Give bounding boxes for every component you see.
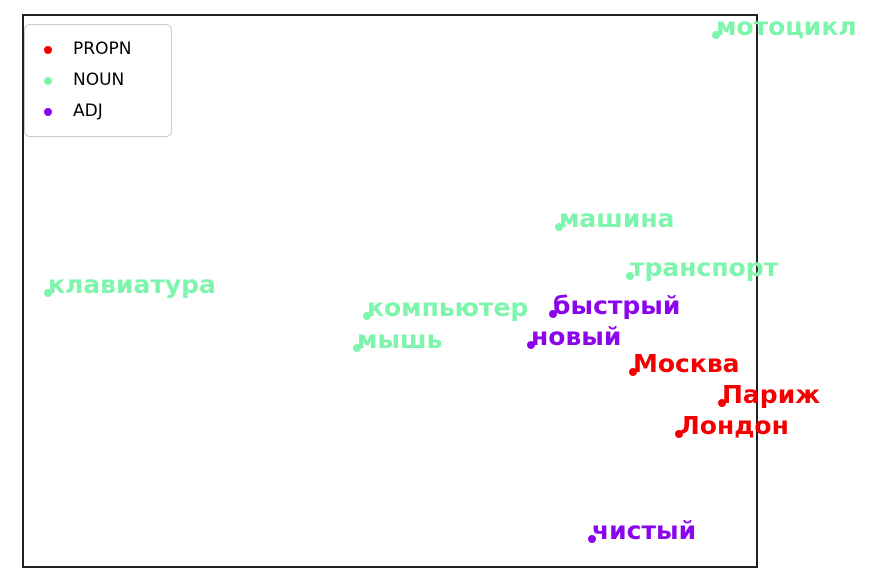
- point-word-label: клавиатура: [48, 270, 216, 299]
- point-marker-dot-icon: [718, 399, 726, 407]
- point-word-label: компьютер: [367, 293, 529, 322]
- legend-dot-icon-noun: [35, 76, 61, 85]
- dot-icon: [44, 45, 52, 54]
- point-marker-dot-icon: [549, 310, 557, 318]
- legend-dot-icon-propn: [35, 45, 61, 54]
- point-marker-dot-icon: [527, 341, 535, 349]
- point-marker-dot-icon: [588, 535, 596, 543]
- plot-area-border: [22, 14, 758, 568]
- point-word-label: новый: [531, 322, 622, 351]
- legend-item-noun[interactable]: NOUN: [35, 65, 159, 96]
- legend-item-adj[interactable]: ADJ: [35, 96, 159, 127]
- point-word-label: машина: [559, 204, 675, 233]
- point-word-label: Москва: [633, 349, 740, 378]
- point-marker-dot-icon: [712, 31, 720, 39]
- point-marker-dot-icon: [353, 344, 361, 352]
- dot-icon: [44, 76, 52, 85]
- point-word-label: чистый: [592, 516, 697, 545]
- legend-label-adj: ADJ: [73, 101, 103, 121]
- point-marker-dot-icon: [363, 312, 371, 320]
- point-word-label: Париж: [722, 380, 821, 409]
- dot-icon: [44, 107, 52, 116]
- point-marker-dot-icon: [675, 430, 683, 438]
- point-word-label: Лондон: [679, 411, 789, 440]
- point-marker-dot-icon: [44, 289, 52, 297]
- point-marker-dot-icon: [555, 223, 563, 231]
- point-word-label: транспорт: [630, 253, 779, 282]
- legend-label-propn: PROPN: [73, 39, 132, 59]
- legend-box: PROPN NOUN ADJ: [24, 24, 172, 137]
- point-word-label: быстрый: [553, 291, 681, 320]
- legend-dot-icon-adj: [35, 107, 61, 116]
- point-marker-dot-icon: [629, 368, 637, 376]
- point-word-label: мышь: [357, 325, 443, 354]
- legend-item-propn[interactable]: PROPN: [35, 34, 159, 65]
- point-marker-dot-icon: [626, 272, 634, 280]
- point-word-label: мотоцикл: [716, 12, 857, 41]
- legend-label-noun: NOUN: [73, 70, 125, 90]
